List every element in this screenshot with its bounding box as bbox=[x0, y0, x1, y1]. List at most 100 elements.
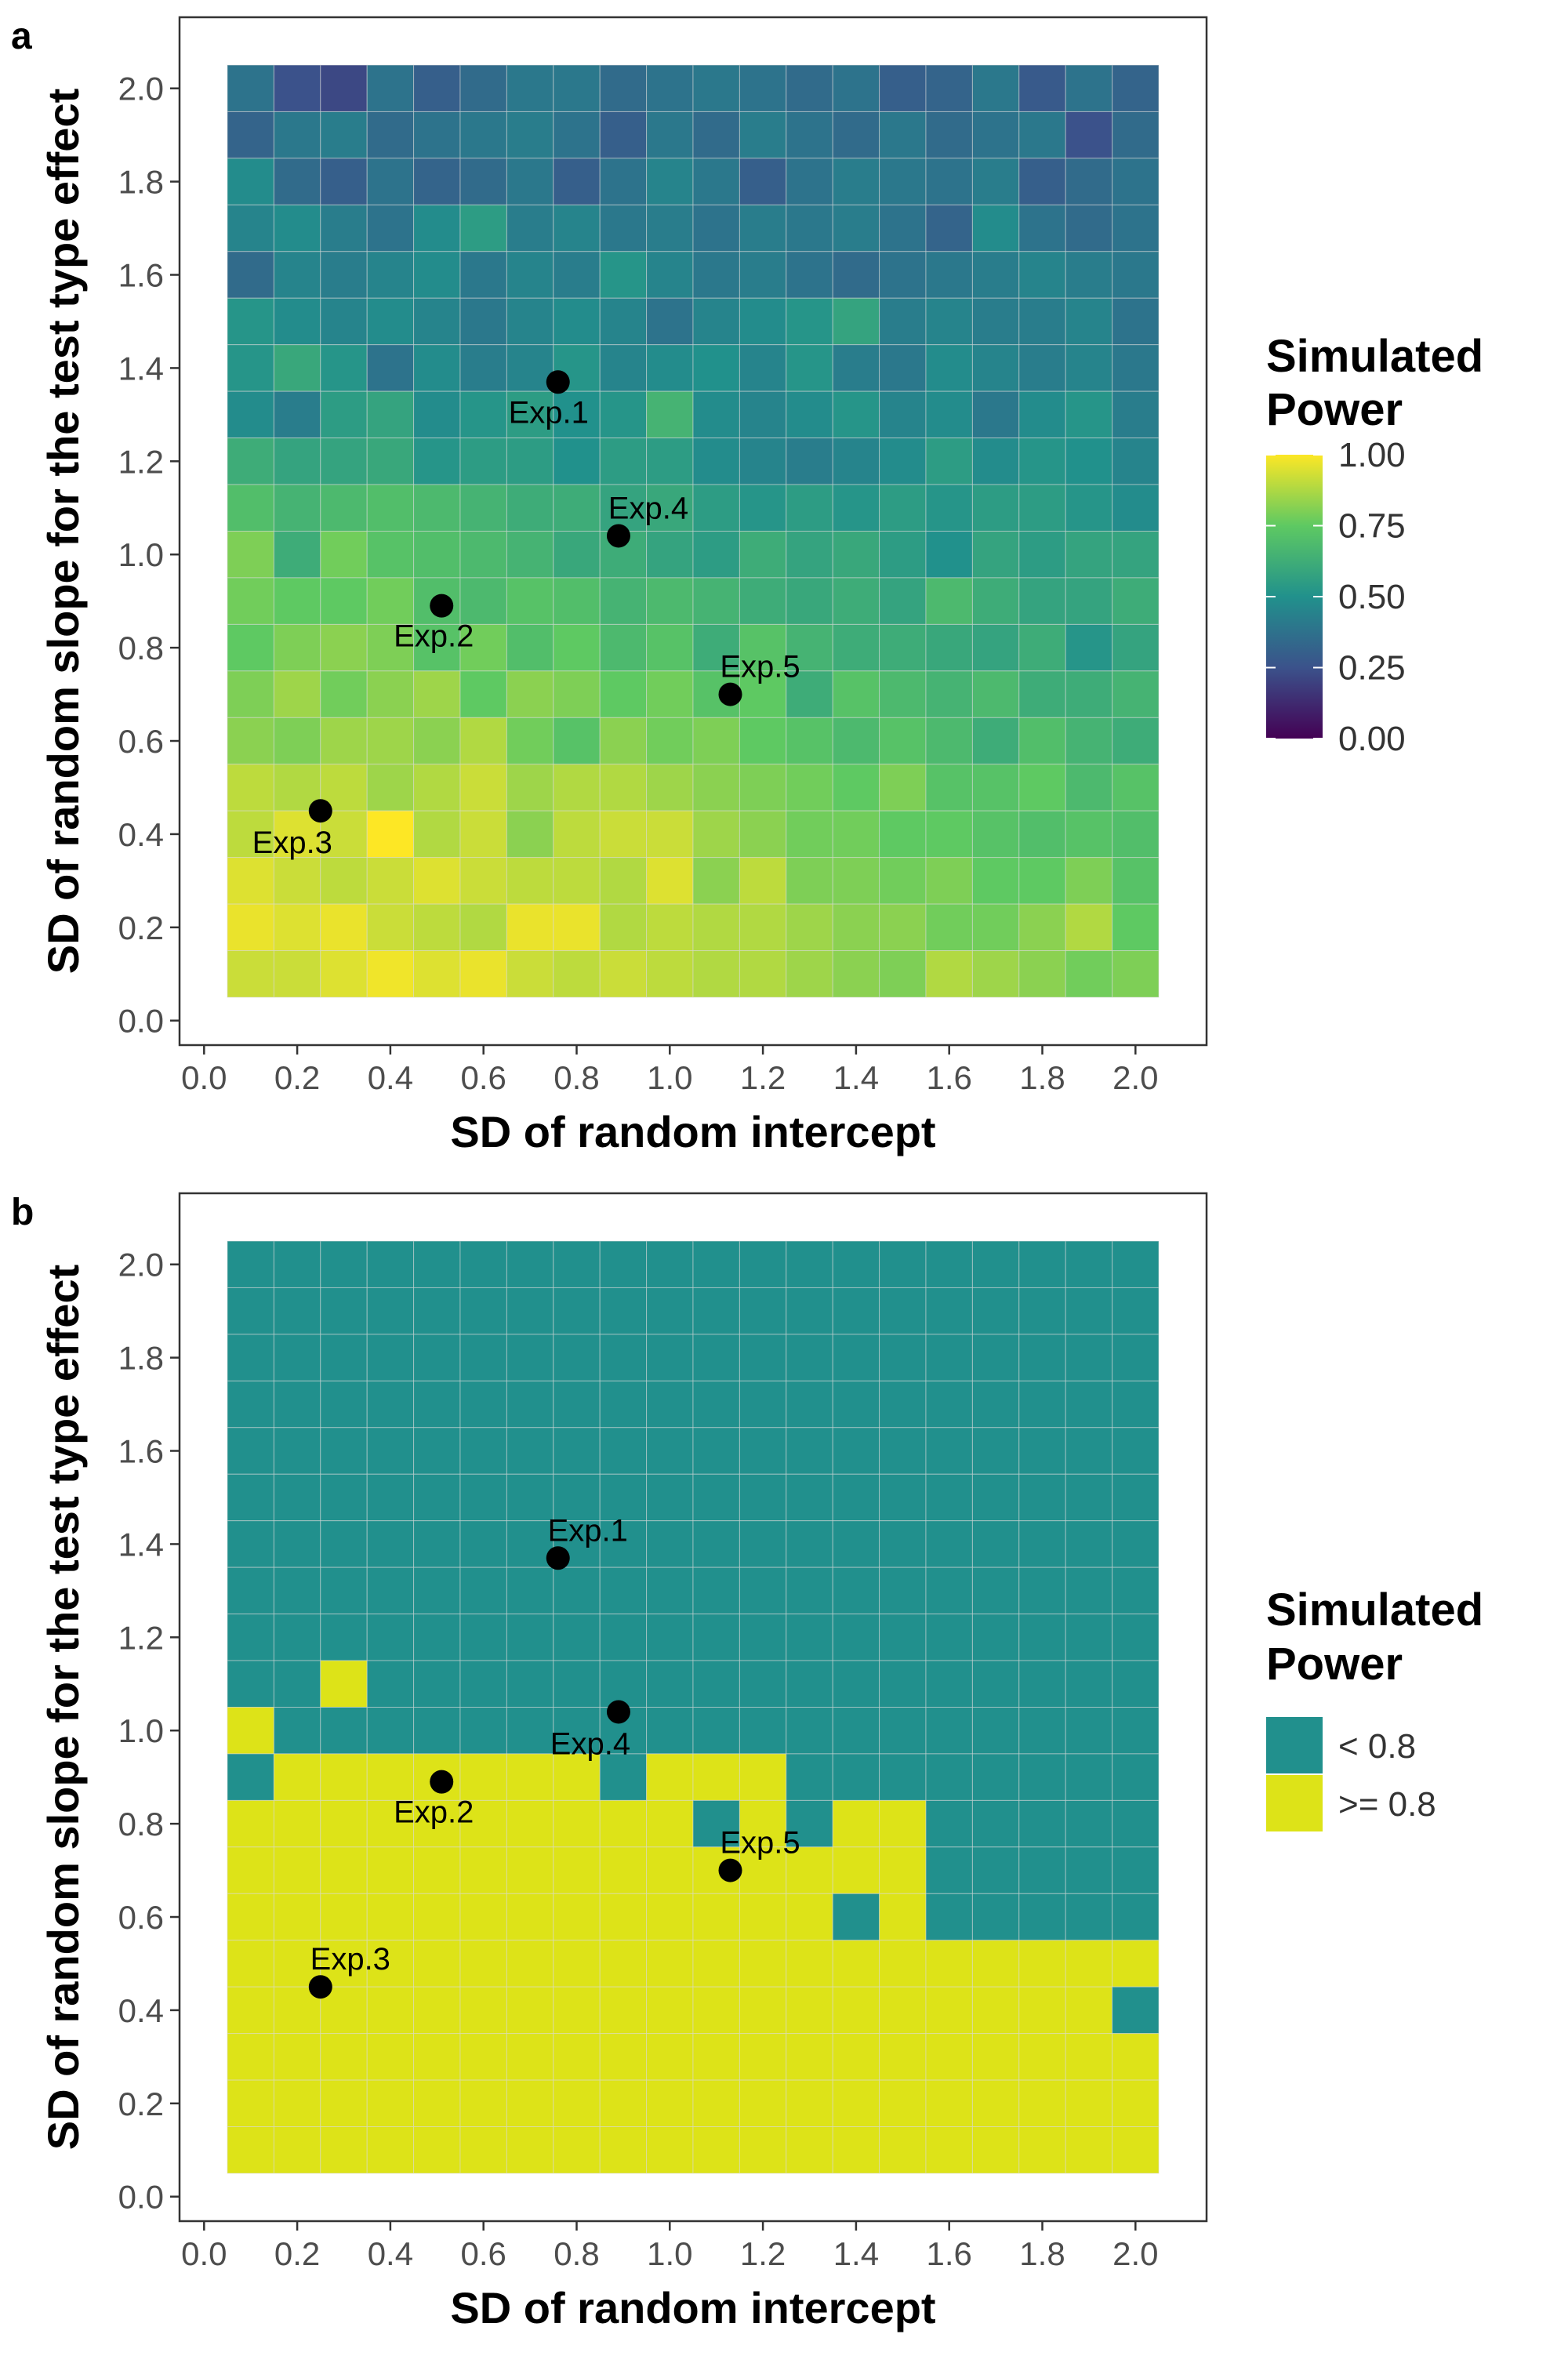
heatmap-cell bbox=[692, 1240, 740, 1288]
heatmap-cell bbox=[739, 1473, 787, 1522]
heatmap-cell bbox=[227, 484, 274, 532]
heatmap-cell bbox=[646, 484, 694, 532]
heatmap-cell bbox=[553, 437, 601, 485]
y-tick-label: 1.0 bbox=[118, 1712, 164, 1749]
heatmap-cell bbox=[971, 297, 1020, 346]
heatmap-cell bbox=[273, 1380, 321, 1428]
heatmap-cell bbox=[692, 111, 740, 159]
heatmap-cell bbox=[879, 204, 927, 252]
heatmap-cell bbox=[553, 623, 601, 672]
heatmap-cell bbox=[227, 64, 274, 112]
heatmap-cell bbox=[413, 2079, 461, 2128]
heatmap-cell bbox=[1018, 1614, 1066, 1661]
heatmap-cell bbox=[832, 531, 880, 579]
heatmap-cell bbox=[879, 484, 927, 532]
heatmap-cell bbox=[227, 204, 274, 252]
heatmap-cell bbox=[1065, 1893, 1113, 1941]
heatmap-cell bbox=[366, 903, 415, 952]
legend-label: 1.00 bbox=[1338, 436, 1406, 474]
heatmap-cell bbox=[227, 1799, 274, 1848]
heatmap-tiles bbox=[227, 64, 1160, 998]
heatmap-cell bbox=[506, 1334, 554, 1381]
heatmap-cell bbox=[786, 437, 833, 485]
heatmap-cell bbox=[925, 717, 973, 765]
heatmap-cell bbox=[506, 64, 554, 112]
heatmap-cell bbox=[320, 623, 368, 672]
heatmap-cell bbox=[879, 1707, 927, 1755]
y-axis-title: SD of random slope for the test type eff… bbox=[38, 89, 88, 975]
heatmap-cell bbox=[366, 1427, 415, 1475]
heatmap-cell bbox=[273, 344, 321, 392]
heatmap-cell bbox=[1112, 2079, 1160, 2128]
heatmap-cell bbox=[1065, 1753, 1113, 1801]
heatmap-cell bbox=[366, 1520, 415, 1568]
heatmap-cell bbox=[1018, 1707, 1066, 1755]
heatmap-cell bbox=[1065, 484, 1113, 532]
heatmap-cell bbox=[1112, 810, 1160, 859]
heatmap-cell bbox=[459, 1614, 507, 1661]
heatmap-cell bbox=[692, 251, 740, 299]
heatmap-cell bbox=[739, 623, 787, 672]
heatmap-cell bbox=[1018, 531, 1066, 579]
x-tick-label: 1.4 bbox=[833, 1059, 879, 1096]
heatmap-cell bbox=[925, 390, 973, 439]
heatmap-cell bbox=[786, 810, 833, 859]
heatmap-cell bbox=[273, 950, 321, 998]
heatmap-cell bbox=[786, 764, 833, 811]
heatmap-cell bbox=[879, 1287, 927, 1335]
heatmap-cell bbox=[879, 158, 927, 205]
heatmap-cell bbox=[413, 344, 461, 392]
heatmap-cell bbox=[227, 1287, 274, 1335]
heatmap-cell bbox=[1018, 204, 1066, 252]
heatmap-cell bbox=[366, 810, 415, 859]
y-tick-label: 1.2 bbox=[118, 443, 164, 480]
heatmap-cell bbox=[599, 1473, 648, 1522]
heatmap-cell bbox=[366, 437, 415, 485]
heatmap-cell bbox=[646, 1566, 694, 1615]
heatmap-cell bbox=[459, 1240, 507, 1288]
heatmap-cell bbox=[692, 1473, 740, 1522]
heatmap-cell bbox=[879, 717, 927, 765]
heatmap-cell bbox=[413, 1520, 461, 1568]
heatmap-cell bbox=[646, 764, 694, 811]
heatmap-cell bbox=[646, 1240, 694, 1288]
legend-label: >= 0.8 bbox=[1338, 1785, 1436, 1824]
heatmap-cell bbox=[227, 717, 274, 765]
heatmap-cell bbox=[692, 1986, 740, 2035]
experiment-point bbox=[546, 1546, 570, 1570]
heatmap-cell bbox=[273, 1799, 321, 1848]
heatmap-cell bbox=[646, 531, 694, 579]
heatmap-cell bbox=[599, 204, 648, 252]
heatmap-cell bbox=[971, 2033, 1020, 2081]
heatmap-cell bbox=[273, 437, 321, 485]
y-tick-label: 2.0 bbox=[118, 1247, 164, 1283]
heatmap-cell bbox=[366, 717, 415, 765]
heatmap-cell bbox=[971, 1707, 1020, 1755]
heatmap-cell bbox=[320, 1614, 368, 1661]
heatmap-cell bbox=[646, 1660, 694, 1708]
heatmap-cell bbox=[692, 344, 740, 392]
heatmap-cell bbox=[1112, 950, 1160, 998]
heatmap-cell bbox=[739, 111, 787, 159]
heatmap-cell bbox=[599, 950, 648, 998]
heatmap-cell bbox=[1018, 1940, 1066, 1988]
heatmap-cell bbox=[320, 344, 368, 392]
x-tick-label: 0.0 bbox=[181, 1059, 227, 1096]
experiment-label: Exp.2 bbox=[394, 619, 474, 654]
heatmap-cell bbox=[506, 1753, 554, 1801]
plot-border bbox=[178, 1192, 1208, 2223]
heatmap-cell bbox=[366, 950, 415, 998]
heatmap-cell bbox=[227, 857, 274, 905]
heatmap-cell bbox=[273, 1287, 321, 1335]
heatmap-cell bbox=[599, 1566, 648, 1615]
heatmap-cell bbox=[273, 158, 321, 205]
heatmap-cell bbox=[1065, 1287, 1113, 1335]
experiment-point bbox=[606, 524, 630, 548]
heatmap-cell bbox=[832, 2079, 880, 2128]
x-tick-label: 0.6 bbox=[461, 2235, 506, 2272]
heatmap-cell bbox=[366, 1940, 415, 1988]
heatmap-cell bbox=[227, 1427, 274, 1475]
heatmap-cell bbox=[1018, 1753, 1066, 1801]
heatmap-cell bbox=[553, 1334, 601, 1381]
heatmap-cell bbox=[739, 1287, 787, 1335]
